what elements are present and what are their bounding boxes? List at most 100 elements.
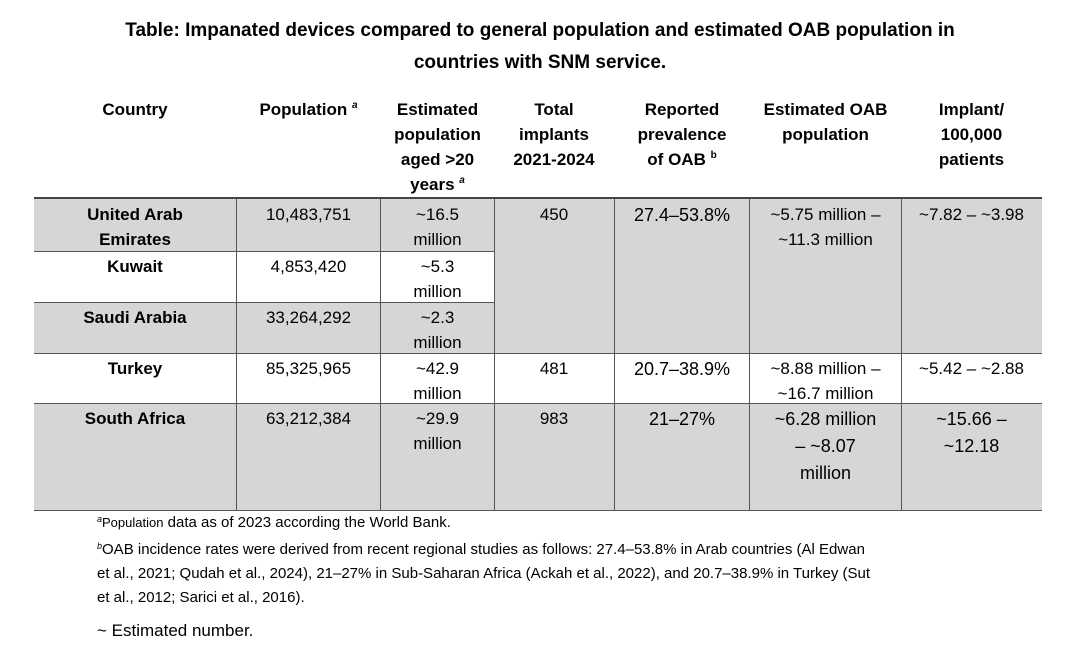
header-population: Population a [236, 97, 381, 122]
adult-population-line2: million [413, 434, 462, 453]
turkey-prevalence: 20.7–38.9% [614, 353, 750, 403]
footnote-b-line3: et al., 2012; Sarici et al., 2016). [97, 589, 305, 606]
country-name-line1: Kuwait [107, 257, 163, 276]
row-divider [34, 353, 1042, 354]
header-estimated-line3: aged >20 [400, 150, 475, 169]
arab-group-prevalence: 27.4–53.8% [614, 199, 750, 353]
implant-rate-line2: ~12.18 [943, 436, 1000, 456]
column-divider [749, 199, 750, 510]
footnote-a: aPopulation data as of 2023 according th… [97, 511, 451, 535]
footnote-a-label: Population [102, 515, 164, 530]
arab-group-implants: 450 [494, 199, 614, 353]
footnote-marker-a: a [352, 100, 358, 111]
header-prevalence: Reported prevalence of OAB b [614, 97, 750, 172]
table-row-south-africa-population: 63,212,384 [236, 403, 381, 510]
footnote-b-line2: et al., 2021; Qudah et al., 2024), 21–27… [97, 565, 870, 582]
header-total-line1: Total [534, 100, 574, 119]
country-name-line1: Turkey [107, 359, 163, 378]
footnote-tilde: ~ Estimated number. [97, 621, 254, 640]
oab-population-line1: ~5.75 million – [770, 205, 881, 224]
table-row-saudi-country: Saudi Arabia [34, 302, 236, 353]
south-africa-implants: 983 [494, 403, 614, 510]
row-divider [34, 403, 1042, 404]
header-estimated-line2: population [394, 125, 481, 144]
adult-population-line1: ~29.9 [415, 409, 459, 428]
header-estimated-population: Estimated population aged >20 years a [381, 97, 494, 197]
implant-rate-line1: ~15.66 – [936, 409, 1007, 429]
footnote-marker-a: a [97, 514, 103, 524]
table-row-turkey-country: Turkey [34, 353, 236, 403]
turkey-implants: 481 [494, 353, 614, 403]
header-implant-line2: 100,000 [940, 125, 1003, 144]
oab-population-line2: – ~8.07 [795, 436, 856, 456]
oab-population-line2: ~11.3 million [778, 230, 873, 249]
table-row-south-africa-country: South Africa [34, 403, 236, 510]
country-name-line2: Emirates [99, 230, 171, 249]
table-row-turkey-population: 85,325,965 [236, 353, 381, 403]
footnote-marker-b: b [710, 150, 717, 161]
column-divider [236, 199, 237, 510]
row-divider [34, 302, 494, 303]
adult-population-line1: ~42.9 [415, 359, 459, 378]
column-divider [380, 199, 381, 510]
adult-population-line2: million [413, 333, 462, 352]
header-oab-line2: population [782, 125, 869, 144]
header-prevalence-line3: of OAB [647, 150, 706, 169]
turkey-implant-rate: ~5.42 – ~2.88 [901, 353, 1042, 403]
header-oab-population: Estimated OAB population [750, 97, 901, 147]
table-title-line2: countries with SNM service. [413, 52, 667, 73]
header-prevalence-line1: Reported [644, 100, 720, 119]
footnote-b-line1: OAB incidence rates were derived from re… [102, 541, 865, 558]
oab-population-line1: ~8.88 million – [770, 359, 881, 378]
header-implant-line3: patients [938, 150, 1005, 169]
south-africa-oab-population: ~6.28 million – ~8.07 million [750, 403, 901, 510]
oab-population-line1: ~6.28 million [774, 409, 877, 429]
adult-population-line2: million [413, 282, 462, 301]
header-population-label: Population [259, 100, 348, 119]
oab-population-line3: million [799, 463, 851, 483]
table-row-uae-adults: ~16.5 million [381, 199, 494, 251]
column-divider [614, 199, 615, 510]
table-row-turkey-adults: ~42.9 million [381, 353, 494, 403]
country-name-line1: United Arab [87, 205, 183, 224]
table-row-uae-country: United Arab Emirates [34, 199, 236, 251]
adult-population-line2: million [413, 384, 462, 403]
south-africa-implant-rate: ~15.66 – ~12.18 [901, 403, 1042, 510]
adult-population-line1: ~2.3 [420, 308, 455, 327]
turkey-oab-population: ~8.88 million – ~16.7 million [750, 353, 901, 403]
footnote-marker-a: a [459, 175, 465, 186]
header-country: Country [34, 97, 236, 122]
table-row-saudi-adults: ~2.3 million [381, 302, 494, 353]
south-africa-prevalence: 21–27% [614, 403, 750, 510]
header-prevalence-line2: prevalence [637, 125, 727, 144]
arab-group-oab-population: ~5.75 million – ~11.3 million [750, 199, 901, 353]
header-total-line3: 2021-2024 [513, 150, 595, 169]
column-divider [901, 199, 902, 510]
table-row-saudi-population: 33,264,292 [236, 302, 381, 353]
table-row-kuwait-country: Kuwait [34, 251, 236, 302]
adult-population-line1: ~16.5 [415, 205, 459, 224]
column-divider [494, 199, 495, 510]
footnote-a-text: data as of 2023 according the World Bank… [163, 514, 451, 531]
oab-population-line2: ~16.7 million [777, 384, 874, 403]
header-oab-line1: Estimated OAB [763, 100, 888, 119]
header-total-implants: Total implants 2021-2024 [494, 97, 614, 172]
header-implant-rate: Implant/ 100,000 patients [901, 97, 1042, 172]
arab-group-implant-rate: ~7.82 – ~3.98 [901, 199, 1042, 353]
row-divider [34, 251, 494, 252]
header-estimated-line1: Estimated [396, 100, 479, 119]
header-divider [34, 197, 1042, 199]
footnote-b: bOAB incidence rates were derived from r… [97, 538, 870, 610]
header-implant-line1: Implant/ [938, 100, 1005, 119]
country-name-line1: South Africa [84, 409, 186, 428]
table-row-kuwait-population: 4,853,420 [236, 251, 381, 302]
table-bottom-border [34, 510, 1042, 511]
footnote-marker-b: b [97, 541, 103, 551]
header-total-line2: implants [519, 125, 589, 144]
adult-population-line1: ~5.3 [420, 257, 455, 276]
header-country-label: Country [102, 100, 168, 119]
table-row-uae-population: 10,483,751 [236, 199, 381, 251]
table-row-kuwait-adults: ~5.3 million [381, 251, 494, 302]
adult-population-line2: million [413, 230, 462, 249]
header-estimated-line4: years [410, 175, 455, 194]
